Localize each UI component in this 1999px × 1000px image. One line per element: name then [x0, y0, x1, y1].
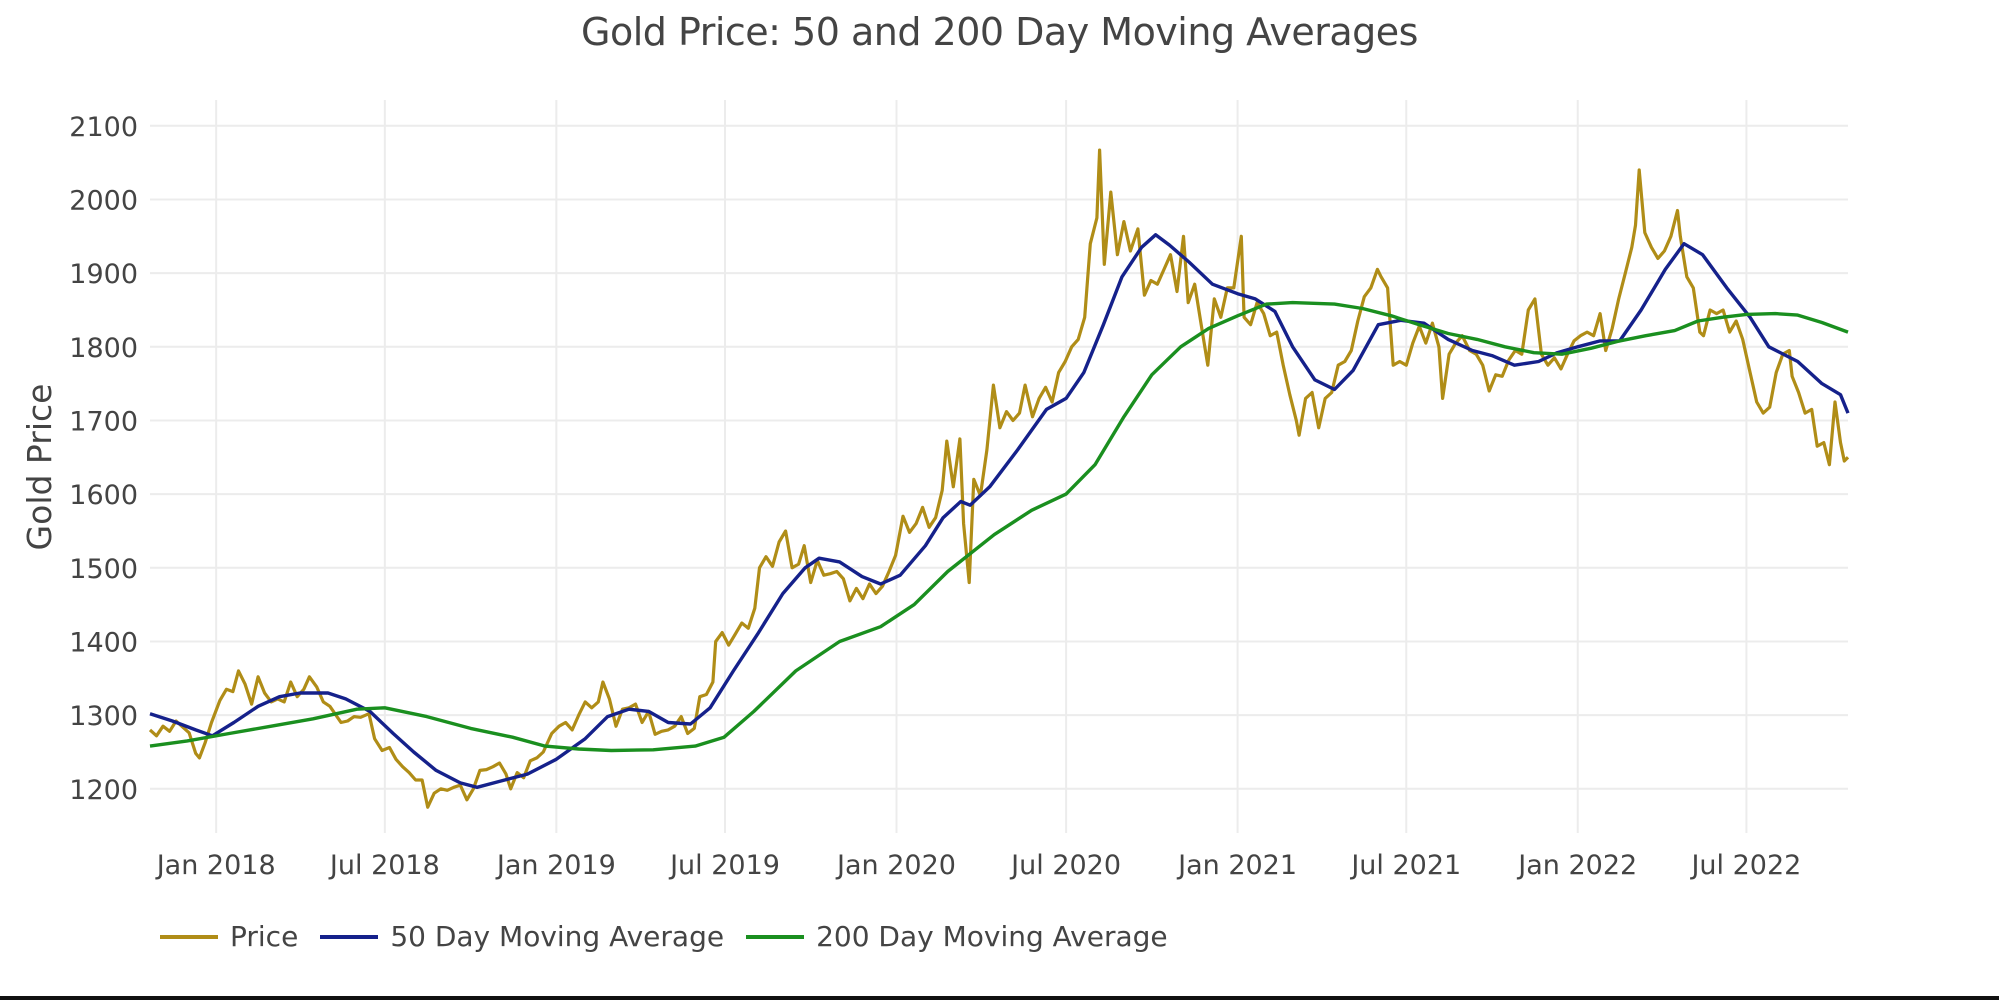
legend-item-price[interactable]: Price	[160, 920, 298, 953]
x-tick-label: Jan 2021	[1176, 850, 1297, 881]
legend-swatch-50dma	[320, 934, 379, 939]
y-tick-label: 1400	[69, 627, 138, 658]
y-tick-label: 1300	[69, 701, 138, 732]
y-tick-label: 1700	[69, 406, 138, 437]
y-tick-label: 1600	[69, 480, 138, 511]
x-tick-label: Jul 2018	[328, 850, 440, 881]
x-tick-label: Jan 2020	[835, 850, 956, 881]
y-axis-title: Gold Price	[20, 384, 59, 551]
legend-label-price: Price	[230, 920, 299, 953]
legend-swatch-200dma	[746, 934, 805, 939]
x-tick-label: Jul 2020	[1009, 850, 1121, 881]
gridlines	[150, 100, 1848, 833]
legend-label-50dma: 50 Day Moving Average	[390, 920, 725, 953]
legend: Price 50 Day Moving Average 200 Day Movi…	[160, 920, 1190, 953]
legend-label-200dma: 200 Day Moving Average	[816, 920, 1168, 953]
ma200-line	[149, 300, 1849, 753]
x-tick-label: Jul 2021	[1349, 850, 1461, 881]
x-tick-label: Jan 2019	[495, 850, 616, 881]
price-line	[148, 148, 1850, 809]
x-tick-label: Jan 2018	[155, 850, 276, 881]
x-tick-label: Jul 2022	[1689, 850, 1801, 881]
y-tick-label: 1500	[69, 554, 138, 585]
series-lines	[148, 148, 1850, 809]
y-tick-label: 2100	[69, 112, 138, 143]
x-tick-label: Jul 2019	[668, 850, 780, 881]
ma50-line	[149, 233, 1850, 789]
y-tick-label: 1800	[69, 333, 138, 364]
x-axis-ticks: Jan 2018 Jul 2018 Jan 2019 Jul 2019 Jan 2020…	[155, 850, 1802, 881]
x-tick-label: Jan 2022	[1516, 850, 1637, 881]
y-axis-ticks: 1200 1300 1400 1500 1600 1700 1800 1900 2000 2100	[69, 112, 138, 806]
legend-item-200dma[interactable]: 200 Day Moving Average	[746, 920, 1168, 953]
y-tick-label: 2000	[69, 185, 138, 216]
legend-item-50dma[interactable]: 50 Day Moving Average	[320, 920, 724, 953]
legend-swatch-price	[160, 934, 218, 939]
y-tick-label: 1200	[69, 775, 138, 806]
bottom-border	[0, 996, 1999, 1000]
chart-title: Gold Price: 50 and 200 Day Moving Averag…	[581, 10, 1418, 54]
y-tick-label: 1900	[69, 259, 138, 290]
